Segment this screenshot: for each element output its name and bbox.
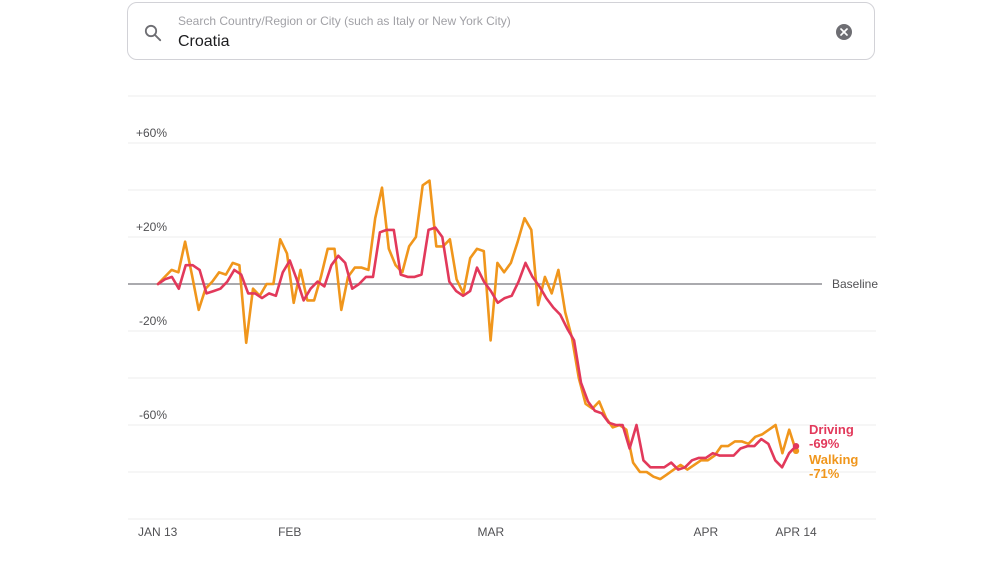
series-value-driving: -69% (809, 436, 840, 451)
x-tick-label: JAN 13 (138, 525, 178, 539)
search-icon (144, 24, 162, 42)
baseline-label: Baseline (832, 277, 878, 291)
series-value-walking: -71% (809, 466, 840, 481)
series-end-point-driving (792, 442, 800, 450)
clear-circle-icon (840, 28, 848, 36)
x-tick-label: APR (694, 525, 719, 539)
series-line-walking (156, 179, 798, 481)
series-label-walking: Walking (809, 452, 858, 467)
y-tick-label: -60% (139, 408, 167, 422)
search-input[interactable]: Croatia (178, 33, 230, 50)
x-tick-label: MAR (478, 525, 505, 539)
series-line-driving (156, 226, 798, 471)
search-placeholder: Search Country/Region or City (such as I… (178, 14, 511, 28)
y-tick-label: -20% (139, 314, 167, 328)
y-tick-label: +20% (136, 220, 167, 234)
clear-search-button[interactable] (836, 24, 852, 40)
search-bar: Search Country/Region or City (such as I… (127, 2, 875, 60)
x-tick-label: FEB (278, 525, 301, 539)
x-tick-label: APR 14 (775, 525, 817, 539)
series-label-driving: Driving (809, 422, 854, 437)
y-tick-label: +60% (136, 126, 167, 140)
